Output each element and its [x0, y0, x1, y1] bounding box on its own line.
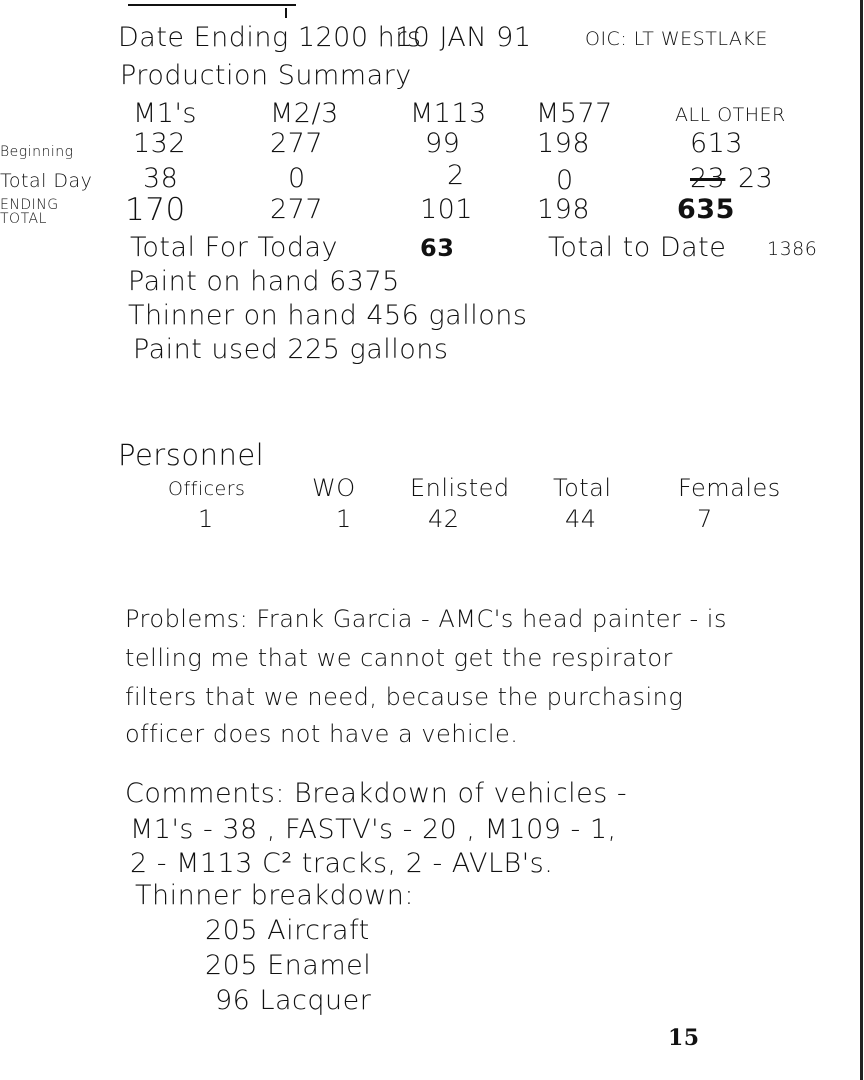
cell-2-2: 0: [288, 163, 306, 194]
col-females: Females: [678, 474, 781, 502]
total-today-label: Total For Today: [130, 232, 338, 263]
problems-line: officer does not have a vehicle.: [125, 720, 519, 748]
problems-line: telling me that we cannot get the respir…: [125, 644, 673, 672]
cell-1-3: 99: [425, 128, 461, 159]
cell-3-1: 170: [125, 192, 186, 228]
total-today-value: 63: [420, 234, 455, 262]
cell-2-3: 2: [447, 160, 465, 191]
comments-line: Comments: Breakdown of vehicles -: [125, 778, 628, 809]
right-page-edge: [860, 0, 863, 1080]
val-females: 7: [697, 505, 713, 533]
cell-2-4: 0: [556, 165, 574, 196]
report-date: 10 JAN 91: [395, 22, 532, 53]
comments-line: 2 - M113 C² tracks, 2 - AVLB's.: [130, 848, 554, 879]
col-m113: M113: [410, 98, 487, 129]
cell-3-2: 277: [270, 194, 324, 225]
oic: OIC: LT WESTLAKE: [585, 28, 768, 50]
val-wo: 1: [336, 505, 352, 533]
cell-3-5: 635: [677, 194, 735, 225]
row-label-total-day: Total Day: [0, 170, 93, 192]
crossed-out-value: 23: [690, 163, 726, 194]
paint-on-hand: Paint on hand 6375: [128, 266, 400, 297]
cell-3-3: 101: [420, 194, 474, 225]
problems-line: Problems: Frank Garcia - AMC's head pain…: [125, 605, 727, 633]
comments-line: M1's - 38 , FASTV's - 20 , M109 - 1,: [130, 814, 617, 845]
top-tick-mark: [285, 8, 287, 18]
personnel-title: Personnel: [118, 438, 265, 472]
total-to-date-label: Total to Date: [548, 232, 727, 263]
total-to-date-value: 1386: [767, 238, 818, 260]
val-officers: 1: [198, 505, 214, 533]
problems-line: filters that we need, because the purcha…: [125, 683, 684, 711]
cell-1-4: 198: [537, 128, 591, 159]
val-enlisted: 42: [428, 505, 460, 533]
paint-used: Paint used 225 gallons: [133, 334, 449, 365]
row-label-ending-total: ENDING TOTAL: [0, 197, 59, 227]
thinner-item: 205 Enamel: [205, 950, 372, 981]
col-total: Total: [553, 474, 612, 502]
col-all-other: ALL OTHER: [675, 104, 786, 126]
thinner-item: 96 Lacquer: [215, 985, 372, 1016]
row-label-beginning: Beginning: [0, 144, 74, 160]
cell-3-4: 198: [537, 194, 591, 225]
production-title: Production Summary: [120, 60, 412, 91]
col-enlisted: Enlisted: [410, 474, 510, 502]
col-wo: WO: [312, 474, 356, 502]
val-total: 44: [565, 505, 597, 533]
cell-1-1: 132: [133, 128, 187, 159]
thinner-item: 205 Aircraft: [205, 915, 370, 946]
cell-2-5: 23: [738, 163, 774, 194]
col-m1s: M1's: [133, 98, 197, 129]
cell-1-2: 277: [270, 128, 324, 159]
comments-line: Thinner breakdown:: [135, 880, 415, 911]
date-label: Date Ending 1200 hrs: [118, 22, 422, 53]
cell-1-5: 613: [690, 128, 744, 159]
col-officers: Officers: [168, 478, 246, 500]
col-m23: M2/3: [270, 98, 339, 129]
col-m577: M577: [536, 98, 613, 129]
cell-2-1: 38: [143, 163, 179, 194]
thinner-on-hand: Thinner on hand 456 gallons: [128, 300, 528, 331]
top-rule: [128, 4, 296, 6]
page-number: 15: [668, 1025, 700, 1051]
